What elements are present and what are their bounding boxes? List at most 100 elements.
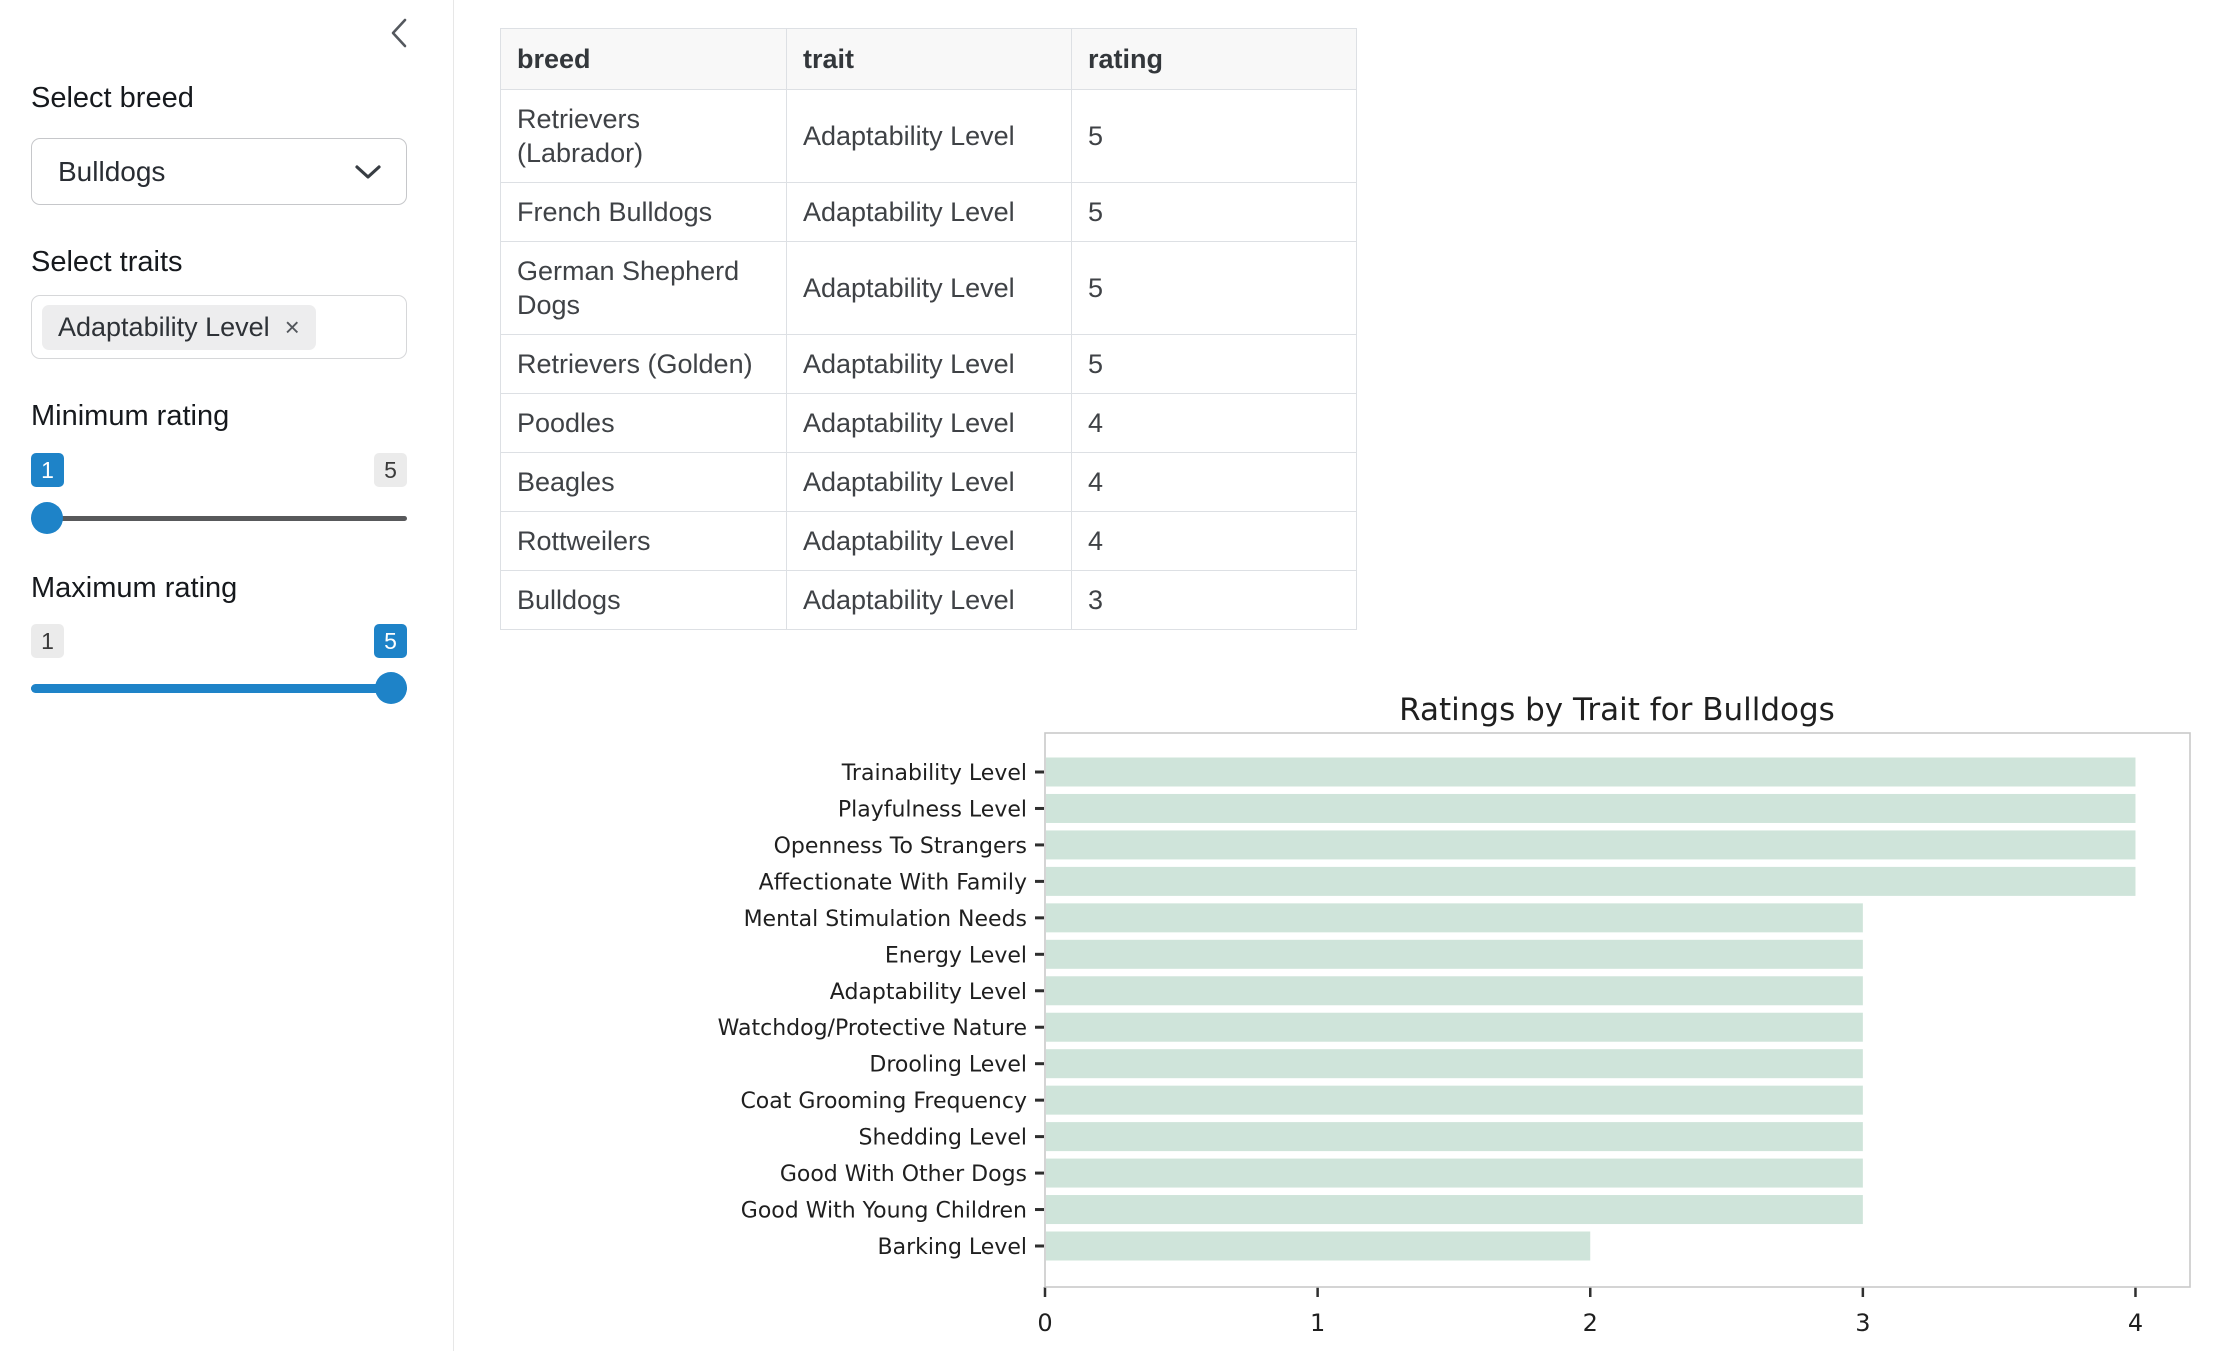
table-row: French Bulldogs Adaptability Level 5 <box>500 182 1357 242</box>
min-rating-badges: 1 5 <box>31 453 407 487</box>
table-header-cell: trait <box>786 28 1072 90</box>
chart-title: Ratings by Trait for Bulldogs <box>1399 692 1835 728</box>
max-rating-slider[interactable] <box>31 672 407 705</box>
chart-x-tick-label: 2 <box>1583 1309 1598 1337</box>
ratings-table-container: breed trait rating Retrievers (Labrador) Ad… <box>500 28 1357 630</box>
table-cell: 5 <box>1071 89 1357 183</box>
table-cell: 4 <box>1071 511 1357 571</box>
min-rating-slider[interactable] <box>31 502 407 535</box>
chart-bar <box>1046 830 2136 860</box>
table-header: breed trait rating <box>500 28 1357 90</box>
max-rating-value-badge: 5 <box>374 624 407 658</box>
table-row: Poodles Adaptability Level 4 <box>500 393 1357 453</box>
chart-y-label: Affectionate With Family <box>759 870 1027 895</box>
slider-track[interactable] <box>31 516 407 521</box>
chevron-down-icon <box>354 164 382 180</box>
chart-frame <box>1044 732 2191 1288</box>
table-cell: Rottweilers <box>500 511 787 571</box>
selected-trait-tag-label: Adaptability Level <box>58 311 270 342</box>
slider-track-fill <box>31 684 407 693</box>
chart-y-label: Drooling Level <box>869 1053 1027 1078</box>
min-rating-max-badge: 5 <box>374 453 407 487</box>
chart-y-label: Good With Other Dogs <box>780 1162 1027 1187</box>
ratings-bar-chart: Ratings by Trait for Bulldogs Trainabili… <box>718 692 2191 1337</box>
table-cell: Adaptability Level <box>786 452 1072 512</box>
chart-bar <box>1046 976 1863 1006</box>
chart-x-tick-label: 0 <box>1037 1309 1052 1337</box>
table-cell: French Bulldogs <box>500 182 787 242</box>
table-cell: Bulldogs <box>500 570 787 630</box>
chart-y-label: Energy Level <box>885 943 1027 968</box>
table-row: Rottweilers Adaptability Level 4 <box>500 511 1357 571</box>
table-cell: 5 <box>1071 182 1357 242</box>
max-rating-min-badge: 1 <box>31 624 64 658</box>
table-cell: 4 <box>1071 393 1357 453</box>
chart-bar <box>1046 1122 1863 1152</box>
selected-trait-tag: Adaptability Level × <box>42 304 316 350</box>
sidebar: Select breed Bulldogs Select traits Adap… <box>0 0 454 1351</box>
table-cell: Adaptability Level <box>786 334 1072 394</box>
chart-bar <box>1046 1195 1863 1225</box>
chart-y-label: Coat Grooming Frequency <box>740 1089 1027 1114</box>
table-header-cell: rating <box>1071 28 1357 90</box>
chevron-left-icon <box>386 18 412 53</box>
table-row: Retrievers (Labrador) Adaptability Level 5 <box>500 89 1357 183</box>
chart-y-label: Openness To Strangers <box>774 834 1027 859</box>
max-rating-slider-thumb[interactable] <box>375 672 407 704</box>
table-cell: 5 <box>1071 334 1357 394</box>
min-rating-slider-thumb[interactable] <box>31 502 63 534</box>
table-row: Bulldogs Adaptability Level 3 <box>500 570 1357 630</box>
table-cell: Adaptability Level <box>786 89 1072 183</box>
chart-y-label: Barking Level <box>878 1235 1027 1260</box>
chart-y-label: Good With Young Children <box>741 1199 1027 1224</box>
table-cell: German Shepherd Dogs <box>500 241 787 335</box>
table-cell: Adaptability Level <box>786 511 1072 571</box>
table-cell: Beagles <box>500 452 787 512</box>
chart-bar <box>1046 866 2136 896</box>
trait-multiselect[interactable]: Adaptability Level × <box>31 295 407 359</box>
chart-bar <box>1046 1231 1591 1261</box>
remove-tag-icon[interactable]: × <box>284 312 300 342</box>
chart-y-label: Watchdog/Protective Nature <box>718 1016 1027 1041</box>
breed-select[interactable]: Bulldogs <box>31 138 407 205</box>
chart-bar <box>1046 793 2136 823</box>
table-cell: 4 <box>1071 452 1357 512</box>
chart-bar <box>1046 1049 1863 1079</box>
chart-bar <box>1046 939 1863 969</box>
table-cell: 5 <box>1071 241 1357 335</box>
min-rating-value-badge: 1 <box>31 453 64 487</box>
table-cell: 3 <box>1071 570 1357 630</box>
chart-bar <box>1046 903 1863 933</box>
chart-y-label: Shedding Level <box>859 1126 1027 1151</box>
chart-bar <box>1046 1158 1863 1188</box>
table-cell: Retrievers (Golden) <box>500 334 787 394</box>
trait-select-label: Select traits <box>31 246 183 278</box>
chart-bar <box>1046 1012 1863 1042</box>
table-cell: Adaptability Level <box>786 393 1072 453</box>
table-header-cell: breed <box>500 28 787 90</box>
table-row: German Shepherd Dogs Adaptability Level 5 <box>500 241 1357 335</box>
ratings-table: breed trait rating Retrievers (Labrador) Ad… <box>500 28 1357 630</box>
chart-x-tick-label: 1 <box>1310 1309 1325 1337</box>
table-header-row: breed trait rating <box>500 28 1357 90</box>
table-body: Retrievers (Labrador) Adaptability Level 5… <box>500 89 1357 630</box>
table-row: Beagles Adaptability Level 4 <box>500 452 1357 512</box>
table-row: Retrievers (Golden) Adaptability Level 5 <box>500 334 1357 394</box>
chart-bar <box>1046 1085 1863 1115</box>
chart-x-tick-label: 4 <box>2128 1309 2143 1337</box>
table-cell: Retrievers (Labrador) <box>500 89 787 183</box>
min-rating-label: Minimum rating <box>31 400 230 432</box>
chart-y-label: Playfulness Level <box>838 797 1027 822</box>
chart-y-label: Mental Stimulation Needs <box>744 907 1027 932</box>
chart-y-label: Trainability Level <box>841 761 1027 786</box>
breed-select-value: Bulldogs <box>58 155 166 187</box>
chart-bar <box>1046 757 2136 787</box>
breed-select-label: Select breed <box>31 82 194 114</box>
chart-x-tick-label: 3 <box>1855 1309 1870 1337</box>
chart-y-label: Adaptability Level <box>830 980 1027 1005</box>
table-cell: Adaptability Level <box>786 241 1072 335</box>
table-cell: Adaptability Level <box>786 570 1072 630</box>
sidebar-collapse-button[interactable] <box>381 14 417 54</box>
table-cell: Poodles <box>500 393 787 453</box>
